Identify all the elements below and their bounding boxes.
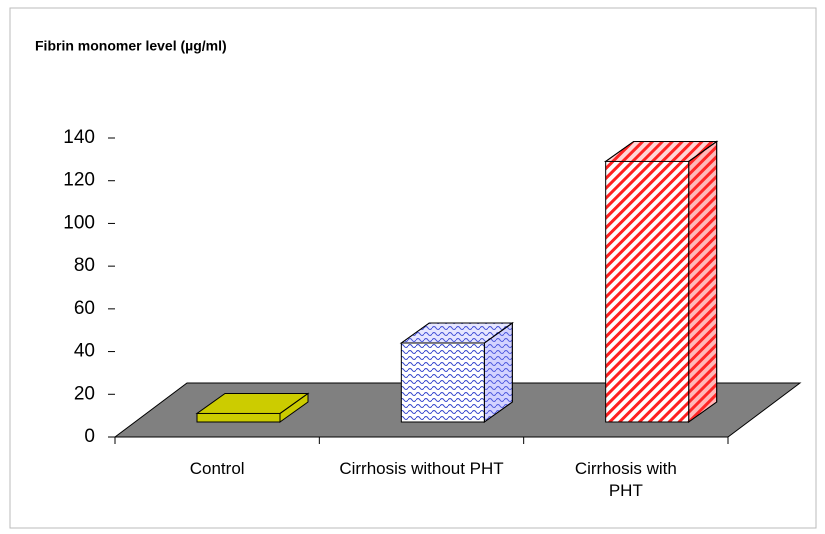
x-tick-label: Cirrhosis without PHT: [339, 459, 504, 478]
y-tick-label: 20: [74, 383, 95, 404]
bar-front: [196, 412, 281, 423]
bar: [195, 392, 310, 423]
y-tick-label: 100: [63, 212, 95, 233]
y-tick-label: 120: [63, 170, 95, 191]
chart-title: Fibrin monomer level (µg/ml): [35, 38, 227, 54]
bar-front: [605, 160, 690, 423]
y-tick-label: 40: [74, 341, 95, 362]
y-tick-label: 60: [74, 298, 95, 319]
bar: [604, 140, 719, 423]
chart-border: [9, 7, 817, 529]
x-tick-label: Cirrhosis with PHT: [574, 459, 677, 500]
y-tick-label: 80: [74, 255, 95, 276]
bar: [399, 322, 514, 423]
x-tick-label: Control: [189, 459, 245, 478]
y-tick-label: 0: [84, 426, 95, 447]
y-tick-label: 140: [63, 127, 95, 148]
bar-side-shade: [688, 140, 718, 423]
bar-front: [400, 342, 485, 423]
